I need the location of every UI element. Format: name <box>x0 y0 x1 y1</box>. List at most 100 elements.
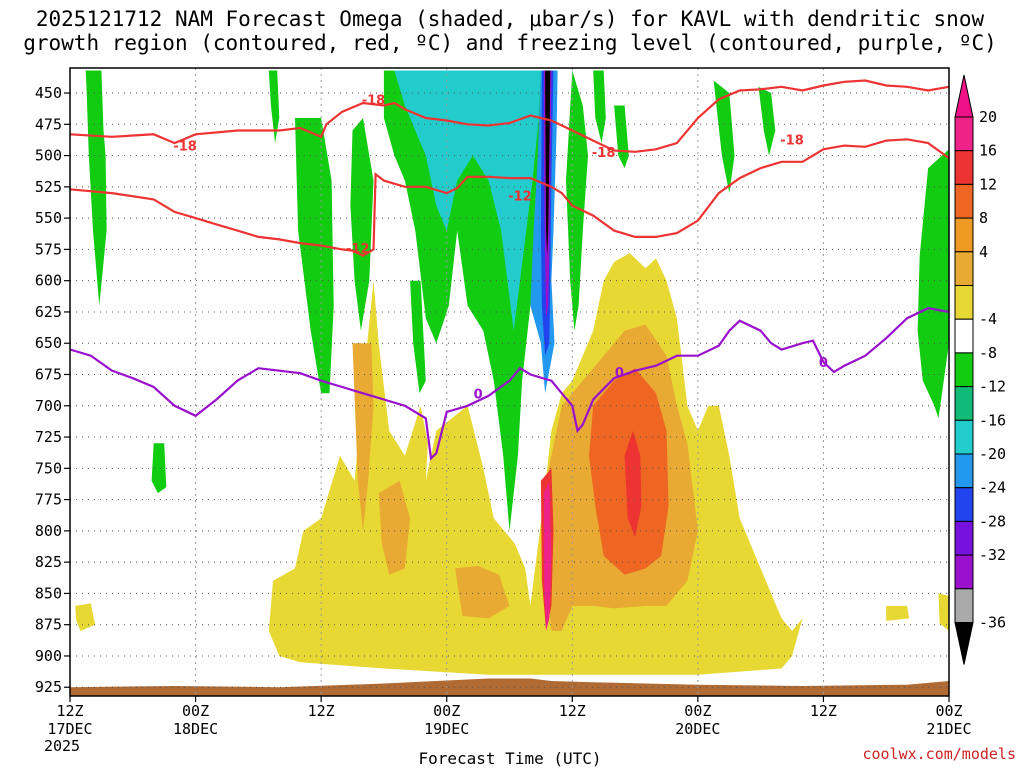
contour-label-minus-18-upper-3: -18 <box>780 133 804 148</box>
x-tick-label-48-1: 12Z <box>559 702 586 720</box>
contour-label-minus-12-lower-4: -12 <box>346 242 370 257</box>
contour-zero-freezing <box>69 307 950 461</box>
region-red-core-1 <box>624 430 642 538</box>
colorbar-bin-11 <box>954 487 974 522</box>
contour-minus-12-lower <box>69 138 950 257</box>
colorbar-label--20: -20 <box>979 445 1006 463</box>
region-teal-band-1 <box>394 70 541 331</box>
contour-lines: -18 -18 -18 -18 -12 -12 0 0 0 <box>69 79 950 461</box>
colorbar-label-16: 16 <box>979 142 997 160</box>
contour-label-zero-freezing-7: 0 <box>615 366 624 381</box>
x-tick-label-36-1: 00Z <box>433 702 460 720</box>
contour-label-zero-freezing-8: 0 <box>819 356 828 371</box>
colorbar: 20 16 12 8 4 -4 -8 -12 -16 -20 -24 -28 -32 -36 <box>954 74 1006 665</box>
grid-lines <box>70 68 949 696</box>
colorbar-bin-5 <box>954 285 974 320</box>
region-green-band-11 <box>713 80 735 194</box>
region-orange-region-2 <box>378 480 411 575</box>
colorbar-label--4: -4 <box>979 310 997 328</box>
colorbar-bin-13 <box>954 554 974 590</box>
colorbar-bin-9 <box>954 419 974 455</box>
y-tick-label-875: 875 <box>35 616 62 634</box>
colorbar-label--28: -28 <box>979 512 1006 530</box>
y-tick-label-500: 500 <box>35 147 62 165</box>
contour-label-minus-18-upper-2: -18 <box>592 146 616 161</box>
y-tick-label-775: 775 <box>35 491 62 509</box>
y-tick-label-750: 750 <box>35 459 62 477</box>
region-orange-region-3 <box>455 565 510 619</box>
colorbar-bin-3 <box>954 217 974 253</box>
colorbar-bin-2 <box>954 183 974 219</box>
colorbar-bin-4 <box>954 251 974 287</box>
x-tick-label-0-2: 17DEC <box>47 720 92 738</box>
region-yellow-blob-right-2 <box>938 593 949 631</box>
x-tick-label-0-3: 2025 <box>44 737 80 755</box>
x-tick-label-60-2: 20DEC <box>675 720 720 738</box>
colorbar-label-8: 8 <box>979 209 988 227</box>
colorbar-bin-0 <box>954 116 974 152</box>
region-green-band-2 <box>151 443 167 494</box>
region-terrain <box>70 678 949 696</box>
colorbar-label-4: 4 <box>979 243 988 261</box>
region-green-band-3 <box>268 70 280 144</box>
region-green-band-10 <box>614 105 629 169</box>
colorbar-bin-10 <box>954 453 974 489</box>
y-tick-label-450: 450 <box>35 84 62 102</box>
contour-label-minus-18-upper-0: -18 <box>173 140 197 155</box>
colorbar-label--24: -24 <box>979 479 1006 497</box>
x-tick-label-0-1: 12Z <box>56 702 83 720</box>
colorbar-bin-7 <box>954 352 974 388</box>
chart-title-line-1: 2025121712 NAM Forecast Omega (shaded, μ… <box>36 7 985 31</box>
colorbar-bin-14 <box>954 588 974 623</box>
y-tick-label-600: 600 <box>35 272 62 290</box>
contour-label-minus-12-lower-5: -12 <box>508 190 532 205</box>
colorbar-bin-12 <box>954 520 974 556</box>
region-yellow-blob-left <box>75 603 96 631</box>
y-tick-label-825: 825 <box>35 553 62 571</box>
y-tick-label-675: 675 <box>35 365 62 383</box>
x-tick-label-36-2: 19DEC <box>424 720 469 738</box>
colorbar-label-12: 12 <box>979 175 997 193</box>
region-green-band-12 <box>758 86 776 156</box>
colorbar-bin-8 <box>954 386 974 421</box>
region-yellow-blob-right-1 <box>886 605 910 621</box>
contour-label-minus-18-upper-1: -18 <box>362 93 386 108</box>
y-tick-label-525: 525 <box>35 178 62 196</box>
y-tick-label-700: 700 <box>35 397 62 415</box>
x-tick-label-60-1: 00Z <box>684 702 711 720</box>
credit-text: coolwx.com/models <box>862 745 1016 763</box>
colorbar-bottom-arrow <box>954 622 974 665</box>
y-tick-label-625: 625 <box>35 303 62 321</box>
x-tick-label-72-1: 12Z <box>810 702 837 720</box>
colorbar-bin-6 <box>954 318 974 354</box>
region-black-column <box>545 70 551 256</box>
y-tick-label-925: 925 <box>35 678 62 696</box>
plot-frame <box>69 67 950 697</box>
colorbar-label--36: -36 <box>979 614 1006 632</box>
region-green-band-1 <box>85 70 107 306</box>
region-magenta-core-1 <box>544 480 552 631</box>
y-tick-label-475: 475 <box>35 115 62 133</box>
colorbar-label-20: 20 <box>979 108 997 126</box>
colorbar-label--32: -32 <box>979 546 1006 564</box>
colorbar-label--16: -16 <box>979 411 1006 429</box>
region-green-band-9 <box>593 70 606 144</box>
y-tick-label-800: 800 <box>35 522 62 540</box>
y-tick-label-900: 900 <box>35 647 62 665</box>
region-orange-region-1 <box>352 343 374 531</box>
x-tick-label-84-1: 00Z <box>935 702 962 720</box>
chart-title-line-2: growth region (contoured, red, ºC) and f… <box>23 31 997 55</box>
x-tick-label-84-2: 21DEC <box>926 720 971 738</box>
region-green-band-4 <box>295 118 334 394</box>
colorbar-bin-1 <box>954 150 974 185</box>
y-axis: 450 475 500 525 550 575 600 625 650 675 700 725 750 7… <box>35 84 70 696</box>
y-tick-label-725: 725 <box>35 428 62 446</box>
y-tick-label-650: 650 <box>35 334 62 352</box>
x-tick-label-24-1: 12Z <box>308 702 335 720</box>
contour-minus-18-upper <box>69 79 950 153</box>
region-green-band-7 <box>410 280 426 394</box>
y-tick-label-550: 550 <box>35 209 62 227</box>
contour-label-zero-freezing-6: 0 <box>474 387 483 402</box>
